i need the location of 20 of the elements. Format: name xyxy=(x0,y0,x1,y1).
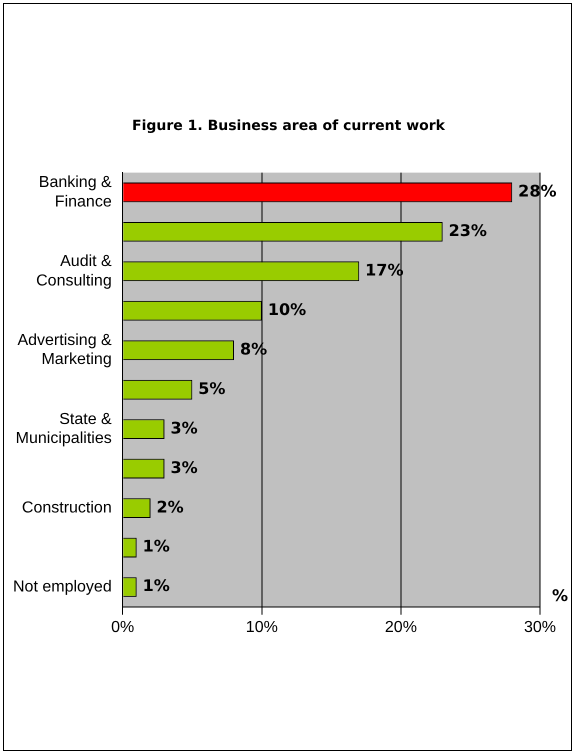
data-label: 5% xyxy=(198,378,226,398)
data-label: 1% xyxy=(142,576,170,596)
chart-title: Figure 1. Business area of current work xyxy=(131,118,446,134)
data-label: 3% xyxy=(170,418,198,438)
x-axis-title: % xyxy=(552,586,568,605)
data-label: 2% xyxy=(156,497,184,516)
data-label: 3% xyxy=(170,458,198,477)
x-tick-label: 0% xyxy=(111,618,134,636)
data-label: 23% xyxy=(448,220,487,240)
y-tick-label: Construction xyxy=(22,500,112,517)
y-tick-label: Audit & Consulting xyxy=(36,253,112,290)
y-tick-label: Banking & Finance xyxy=(38,174,112,210)
data-label: 10% xyxy=(268,300,306,319)
x-tick-label: 20% xyxy=(384,618,417,636)
x-tick-label: 10% xyxy=(246,618,278,636)
x-tick-label: 30% xyxy=(524,618,556,636)
y-tick-label: Advertising & Marketing xyxy=(17,332,112,368)
data-label: 1% xyxy=(142,536,170,556)
y-tick-label: Not employed xyxy=(13,578,112,596)
y-tick-label: State & Municipalities xyxy=(16,410,112,448)
